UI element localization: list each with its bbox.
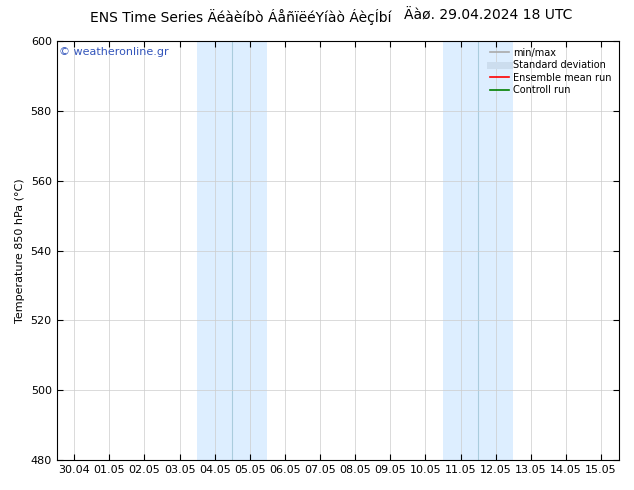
Bar	[478, 41, 513, 460]
Legend: min/max, Standard deviation, Ensemble mean run, Controll run: min/max, Standard deviation, Ensemble me…	[488, 46, 614, 97]
Text: ENS Time Series Äéàèíbò ÁåñïëéYíàò ÁèçÍbí: ENS Time Series Äéàèíbò ÁåñïëéYíàò ÁèçÍb…	[90, 9, 392, 25]
Bar	[443, 41, 478, 460]
Text: Äàø. 29.04.2024 18 UTC: Äàø. 29.04.2024 18 UTC	[404, 9, 573, 23]
Bar	[197, 41, 232, 460]
Y-axis label: Temperature 850 hPa (°C): Temperature 850 hPa (°C)	[15, 178, 25, 323]
Bar	[232, 41, 268, 460]
Text: © weatheronline.gr: © weatheronline.gr	[60, 48, 169, 57]
